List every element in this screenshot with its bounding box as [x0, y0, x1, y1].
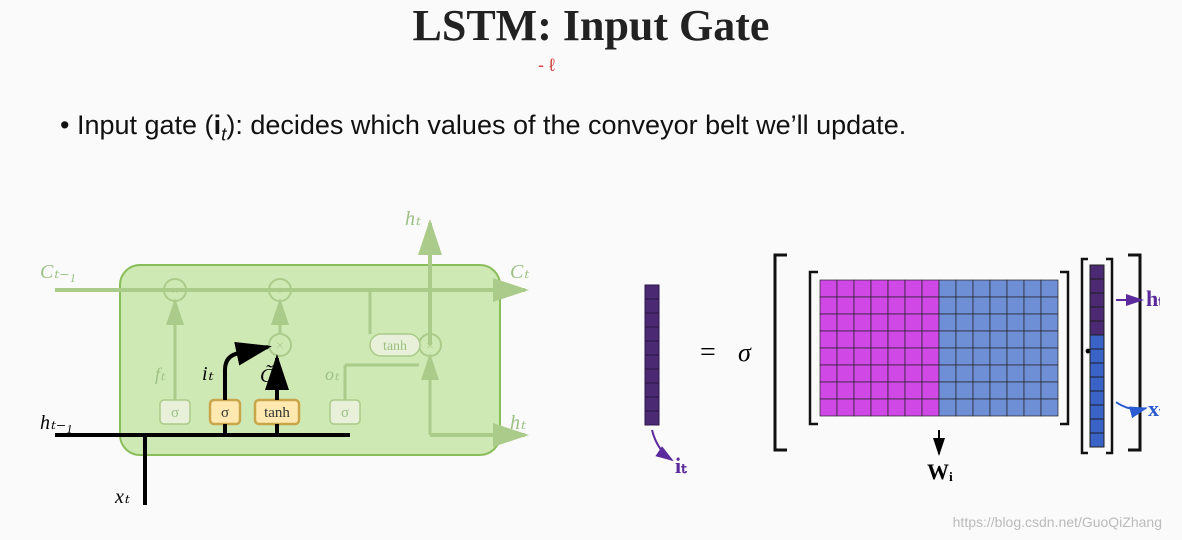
bullet-symbol: it — [214, 110, 227, 140]
svg-text:Wᵢ: Wᵢ — [927, 459, 953, 484]
svg-text:σ: σ — [221, 405, 229, 421]
pen-annotation: - ℓ — [538, 55, 555, 76]
svg-text:σ: σ — [171, 405, 179, 421]
svg-text:hₜ₋₁: hₜ₋₁ — [40, 412, 72, 434]
svg-text:tanh: tanh — [383, 339, 407, 354]
svg-text:Cₜ: Cₜ — [510, 261, 530, 283]
watermark: https://blog.csdn.net/GuoQiZhang — [953, 514, 1162, 530]
svg-text:×: × — [171, 284, 179, 299]
svg-text:×: × — [426, 339, 434, 354]
slide-title: LSTM: Input Gate — [0, 0, 1182, 51]
svg-text:+: + — [276, 284, 284, 299]
bullet-text: • Input gate (it): decides which values … — [60, 110, 1122, 146]
svg-text:hₜ: hₜ — [405, 208, 422, 230]
svg-text:oₜ: oₜ — [325, 364, 340, 384]
bullet-prefix: • Input gate ( — [60, 110, 214, 140]
svg-text:×: × — [276, 339, 284, 354]
lstm-cell-diagram: Cₜ₋₁Cₜhₜ₋₁hₜxₜhₜ×+××σσtanhσtanhfₜiₜC̃ₜoₜ — [30, 205, 530, 505]
svg-text:hₜ₋₁: hₜ₋₁ — [1146, 286, 1160, 311]
svg-text:C̃ₜ: C̃ₜ — [260, 364, 280, 387]
svg-text:iₜ: iₜ — [675, 453, 687, 478]
svg-text:σ: σ — [738, 338, 752, 367]
svg-text:hₜ: hₜ — [510, 412, 527, 434]
svg-text:σ: σ — [341, 405, 349, 421]
svg-text:xₜ: xₜ — [114, 486, 131, 505]
svg-text:xₜ: xₜ — [1148, 396, 1160, 421]
svg-text:=: = — [700, 337, 716, 368]
svg-text:fₜ: fₜ — [155, 364, 166, 384]
svg-text:tanh: tanh — [264, 405, 290, 421]
bullet-suffix: ): decides which values of the conveyor … — [226, 110, 906, 140]
svg-text:Cₜ₋₁: Cₜ₋₁ — [40, 261, 76, 283]
equation-diagram: iₜ=σWᵢ·hₜ₋₁xₜ — [620, 235, 1160, 505]
